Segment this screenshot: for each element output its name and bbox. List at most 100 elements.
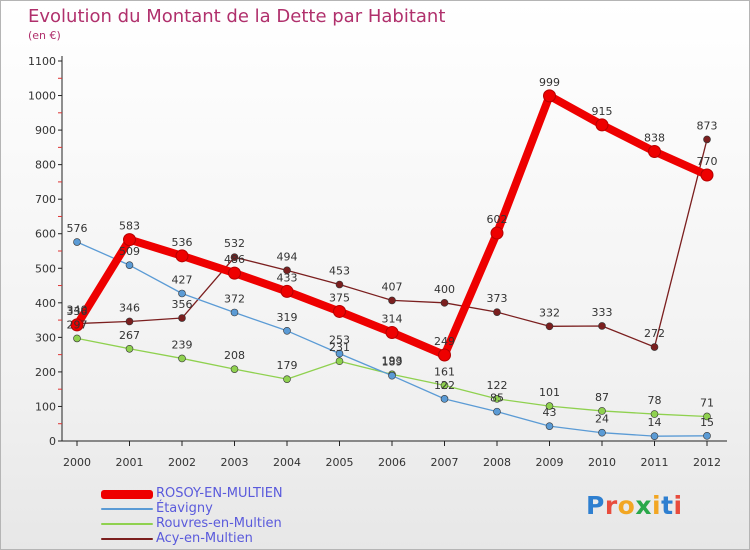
data-point <box>125 344 134 353</box>
data-label: 400 <box>434 283 455 296</box>
data-label: 208 <box>224 349 245 362</box>
data-label: 340 <box>67 304 88 317</box>
data-label: 253 <box>329 334 350 347</box>
data-label: 239 <box>172 338 193 351</box>
logo-letter: i <box>652 491 662 520</box>
data-label: 453 <box>329 265 350 278</box>
data-label: 122 <box>434 379 455 392</box>
data-label: 372 <box>224 292 245 305</box>
data-label: 161 <box>434 365 455 378</box>
logo-letter: o <box>617 491 636 520</box>
data-label: 486 <box>224 253 245 266</box>
data-point <box>545 402 554 410</box>
data-label: 509 <box>119 245 140 258</box>
data-label: 532 <box>224 237 245 250</box>
data-point <box>178 314 186 322</box>
y-tick-label: 100 <box>35 400 56 413</box>
data-label: 332 <box>539 306 560 319</box>
data-point <box>545 422 554 430</box>
data-label: 249 <box>434 335 455 348</box>
data-point <box>703 135 711 144</box>
logo-letter: t <box>661 491 674 520</box>
proxiti-logo: Proxiti <box>586 491 683 520</box>
legend-swatch <box>101 508 153 510</box>
data-point <box>280 284 294 298</box>
data-label: 319 <box>277 311 298 324</box>
x-tick-label: 2010 <box>588 456 616 469</box>
y-tick-label: 800 <box>35 159 56 172</box>
data-label: 427 <box>172 273 193 286</box>
data-label: 14 <box>648 416 662 429</box>
logo-letter: x <box>635 491 652 520</box>
data-point <box>648 145 661 159</box>
data-label: 85 <box>490 392 504 405</box>
data-point <box>228 266 241 280</box>
y-tick-label: 700 <box>35 193 56 206</box>
data-label: 838 <box>644 132 665 145</box>
data-point <box>545 322 554 331</box>
y-tick-label: 200 <box>35 366 56 379</box>
data-label: 356 <box>172 298 193 311</box>
data-label: 78 <box>648 394 662 407</box>
data-label: 179 <box>277 359 298 372</box>
x-tick-label: 2002 <box>168 456 196 469</box>
x-tick-label: 2012 <box>693 456 721 469</box>
data-label: 770 <box>697 155 718 168</box>
data-point <box>438 348 451 362</box>
data-point <box>595 118 609 132</box>
data-label: 43 <box>543 406 557 419</box>
x-tick-label: 2011 <box>641 456 669 469</box>
series-acy-en-multien <box>73 135 711 351</box>
data-label: 71 <box>700 396 714 409</box>
data-point <box>333 304 346 318</box>
x-tick-label: 2004 <box>273 456 301 469</box>
data-point <box>490 226 504 240</box>
data-label: 583 <box>119 220 140 233</box>
data-point <box>493 308 501 316</box>
data-label: 375 <box>329 291 350 304</box>
data-point <box>335 357 344 366</box>
data-point <box>283 375 291 383</box>
data-point <box>388 296 396 305</box>
legend-label: Étavigny <box>156 501 213 516</box>
logo-letter: P <box>586 491 605 520</box>
data-label: 999 <box>539 76 560 89</box>
chart-subtitle: (en €) <box>28 29 61 42</box>
y-tick-label: 500 <box>35 262 56 275</box>
data-point <box>700 168 714 182</box>
y-tick-label: 600 <box>35 228 56 241</box>
data-label: 494 <box>277 250 298 263</box>
legend-label: Acy-en-Multien <box>156 531 253 546</box>
x-tick-label: 2009 <box>536 456 564 469</box>
data-point <box>175 249 189 263</box>
data-label: 336 <box>67 305 88 318</box>
chart-title: Evolution du Montant de la Dette par Hab… <box>28 6 446 27</box>
data-label: 101 <box>539 386 560 399</box>
series--tavigny <box>73 238 711 440</box>
data-point <box>283 326 291 335</box>
x-tick-label: 2005 <box>326 456 354 469</box>
data-label: 346 <box>119 301 140 314</box>
y-tick-label: 1000 <box>28 90 56 103</box>
data-point <box>703 412 711 421</box>
data-label: 536 <box>172 236 193 249</box>
axes: 0 100 200 300 400 500 600 700 800 900 1000 1100 2000… <box>28 55 727 469</box>
y-tick-label: 1100 <box>28 55 56 68</box>
data-point <box>440 395 449 403</box>
y-tick-label: 400 <box>35 297 56 310</box>
y-tick-label: 900 <box>35 124 56 137</box>
x-tick-label: 2006 <box>378 456 406 469</box>
data-label: 373 <box>487 292 508 305</box>
y-tick-label: 300 <box>35 331 56 344</box>
legend-label: ROSOY-EN-MULTIEN <box>156 486 283 501</box>
data-point <box>125 317 134 326</box>
data-point <box>440 381 449 390</box>
data-label: 24 <box>595 413 609 426</box>
series-rosoy-en-multien <box>70 89 714 362</box>
logo-letter: r <box>604 491 618 520</box>
x-tick-label: 2003 <box>221 456 249 469</box>
data-point <box>493 395 501 403</box>
data-label: 333 <box>592 306 613 319</box>
data-point <box>385 326 399 340</box>
data-label: 87 <box>595 391 609 404</box>
